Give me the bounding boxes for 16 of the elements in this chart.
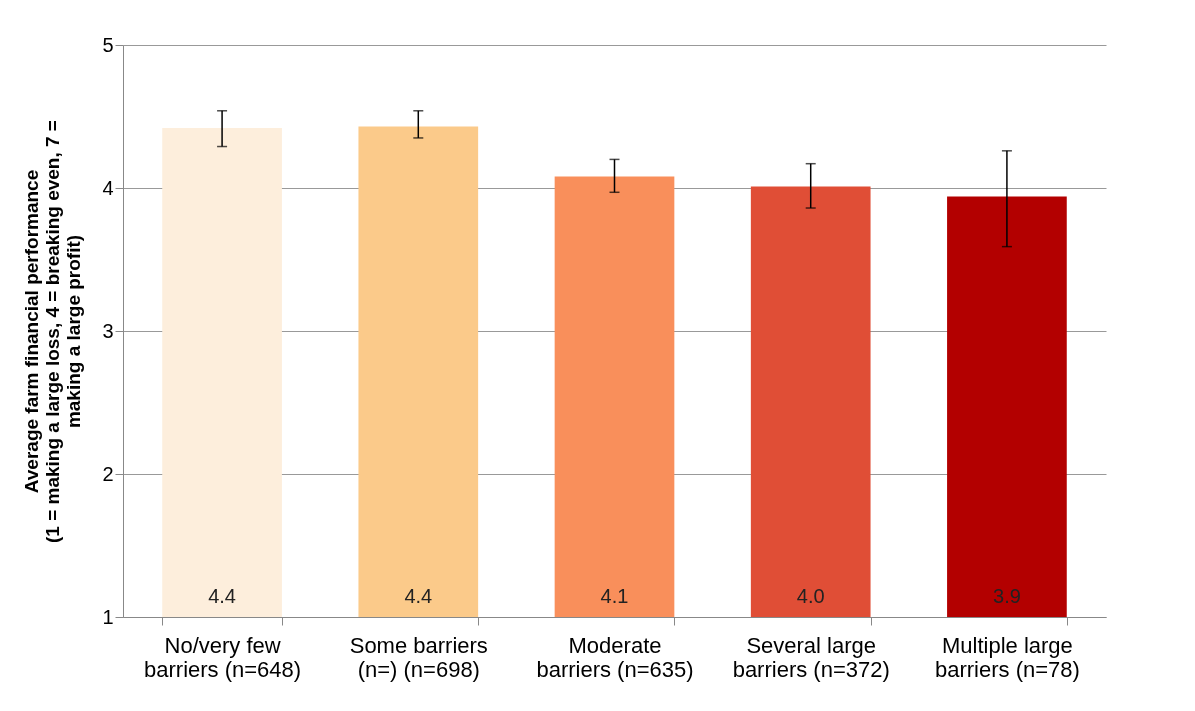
x-tick-label: Moderate barriers (n=635) (536, 632, 694, 682)
x-tick-label: Several large barriers (n=372) (732, 632, 890, 682)
x-tick-label: Some barriers (n=) (n=698) (349, 632, 488, 682)
y-axis-title: Average farm financial performance (1 = making a large loss, 4 = breaking even, 7 = making a large profit) (21, 120, 85, 543)
data-label: 4.4 (404, 585, 433, 607)
y-tick-label: 3 (102, 319, 114, 342)
y-tick-label: 5 (102, 33, 114, 56)
data-label: 4.4 (208, 585, 236, 607)
data-label: 3.9 (993, 585, 1021, 607)
data-label: 4.1 (600, 585, 629, 607)
y-tick-label: 4 (102, 176, 114, 199)
x-tick-label: Multiple large barriers (n=78) (934, 632, 1080, 682)
y-tick-label: 2 (102, 462, 114, 485)
y-tick-label: 1 (102, 605, 114, 628)
x-tick-label: No/very few barriers (n=648) (144, 632, 302, 682)
data-label: 4.0 (796, 585, 825, 607)
